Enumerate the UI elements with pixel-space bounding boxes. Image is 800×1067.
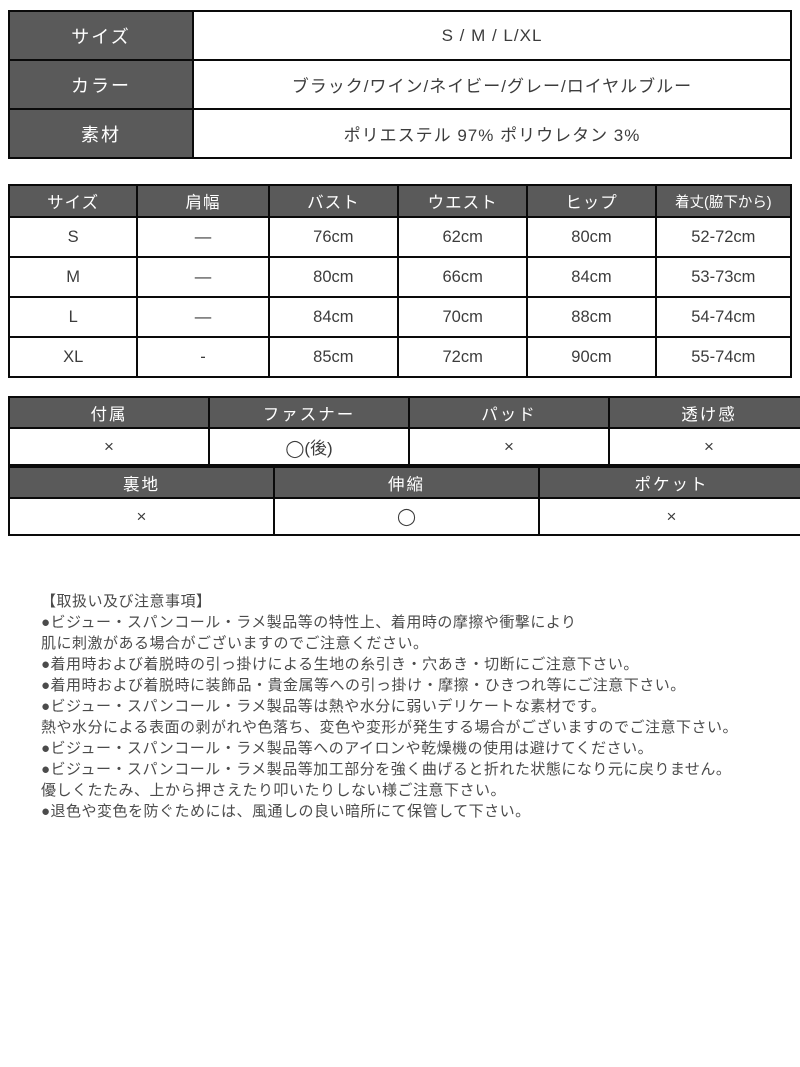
features-table-a: 付属 ファスナー パッド 透け感 × ◯(後) × × xyxy=(8,396,800,466)
col-header-pad: パッド xyxy=(408,396,610,429)
care-note-line: ●ビジュー・スパンコール・ラメ製品等は熱や水分に弱いデリケートな素材です。 xyxy=(41,698,607,715)
cell-hip: 84cm xyxy=(526,256,657,298)
features-table-b: 裏地 伸縮 ポケット × ◯ × xyxy=(8,466,800,536)
col-header-stretch: 伸縮 xyxy=(273,466,540,499)
cell-length: 54-74cm xyxy=(654,296,793,338)
spec-value-material: ポリエステル 97% ポリウレタン 3% xyxy=(192,108,792,159)
table-row: サイズ S / M / L/XL xyxy=(8,10,792,61)
cell-shoulder: — xyxy=(136,256,270,298)
cell-size: M xyxy=(7,256,139,298)
cell-pocket: × xyxy=(538,497,800,536)
table-row: XL - 85cm 72cm 90cm 55-74cm xyxy=(7,336,793,378)
cell-size: XL xyxy=(7,336,139,378)
col-header-zipper: ファスナー xyxy=(208,396,410,429)
col-header-bust: バスト xyxy=(267,184,399,218)
cell-shoulder: — xyxy=(136,296,270,338)
care-note-line: 熱や水分による表面の剥がれや色落ち、変色や変形が発生する場合がございますのでご注… xyxy=(41,719,739,736)
cell-sheerness: × xyxy=(608,427,800,466)
cell-stretch: ◯ xyxy=(273,497,540,536)
cell-length: 52-72cm xyxy=(654,216,793,258)
cell-bust: 80cm xyxy=(267,256,399,298)
table-header-row: 付属 ファスナー パッド 透け感 xyxy=(8,396,800,429)
cell-hip: 80cm xyxy=(526,216,657,258)
col-header-length: 着丈(脇下から) xyxy=(654,184,793,218)
table-header-row: 裏地 伸縮 ポケット xyxy=(8,466,800,499)
cell-shoulder: - xyxy=(136,336,270,378)
cell-accessory: × xyxy=(8,427,210,466)
spec-label-material: 素材 xyxy=(8,108,194,159)
cell-waist: 66cm xyxy=(396,256,529,298)
care-note-line: 優しくたたみ、上から押さえたり叩いたりしない様ご注意下さい。 xyxy=(41,782,507,799)
col-header-hip: ヒップ xyxy=(526,184,657,218)
table-header-row: サイズ 肩幅 バスト ウエスト ヒップ 着丈(脇下から) xyxy=(7,184,793,218)
care-note-line: ●着用時および着脱時の引っ掛けによる生地の糸引き・穴あき・切断にご注意下さい。 xyxy=(41,656,639,673)
table-row: × ◯(後) × × xyxy=(8,427,800,466)
col-header-accessory: 付属 xyxy=(8,396,210,429)
cell-hip: 90cm xyxy=(526,336,657,378)
cell-lining: × xyxy=(8,497,275,536)
cell-waist: 70cm xyxy=(396,296,529,338)
product-spec-sheet: サイズ S / M / L/XL カラー ブラック/ワイン/ネイビー/グレー/ロ… xyxy=(7,10,800,822)
cell-waist: 62cm xyxy=(396,216,529,258)
col-header-lining: 裏地 xyxy=(8,466,275,499)
cell-length: 55-74cm xyxy=(654,336,793,378)
care-note-line: ●ビジュー・スパンコール・ラメ製品等の特性上、着用時の摩擦や衝撃により xyxy=(41,614,577,631)
spec-value-size: S / M / L/XL xyxy=(192,10,792,61)
col-header-waist: ウエスト xyxy=(396,184,529,218)
cell-zipper: ◯(後) xyxy=(208,427,410,466)
col-header-shoulder: 肩幅 xyxy=(136,184,270,218)
col-header-sheerness: 透け感 xyxy=(608,396,800,429)
care-notes: 【取扱い及び注意事項】 ●ビジュー・スパンコール・ラメ製品等の特性上、着用時の摩… xyxy=(41,591,782,822)
table-row: カラー ブラック/ワイン/ネイビー/グレー/ロイヤルブルー xyxy=(8,59,792,110)
measurements-table: サイズ 肩幅 バスト ウエスト ヒップ 着丈(脇下から) S — 76cm 62… xyxy=(7,184,793,378)
care-note-line: ●ビジュー・スパンコール・ラメ製品等加工部分を強く曲げると折れた状態になり元に戻… xyxy=(41,761,732,778)
cell-size: L xyxy=(7,296,139,338)
cell-length: 53-73cm xyxy=(654,256,793,298)
care-note-line: ●着用時および着脱時に装飾品・貴金属等への引っ掛け・摩擦・ひきつれ等にご注意下さ… xyxy=(41,677,686,694)
cell-hip: 88cm xyxy=(526,296,657,338)
cell-size: S xyxy=(7,216,139,258)
table-row: M — 80cm 66cm 84cm 53-73cm xyxy=(7,256,793,298)
cell-waist: 72cm xyxy=(396,336,529,378)
col-header-size: サイズ xyxy=(7,184,139,218)
care-note-line: 肌に刺激がある場合がございますのでご注意ください。 xyxy=(41,635,429,652)
care-notes-heading: 【取扱い及び注意事項】 xyxy=(41,593,212,610)
cell-shoulder: — xyxy=(136,216,270,258)
spec-label-size: サイズ xyxy=(8,10,194,61)
cell-bust: 84cm xyxy=(267,296,399,338)
table-row: × ◯ × xyxy=(8,497,800,536)
care-note-line: ●退色や変色を防ぐためには、風通しの良い暗所にて保管して下さい。 xyxy=(41,803,531,820)
table-row: S — 76cm 62cm 80cm 52-72cm xyxy=(7,216,793,258)
care-note-line: ●ビジュー・スパンコール・ラメ製品等へのアイロンや乾燥機の使用は避けてください。 xyxy=(41,740,654,757)
col-header-pocket: ポケット xyxy=(538,466,800,499)
cell-bust: 76cm xyxy=(267,216,399,258)
table-row: L — 84cm 70cm 88cm 54-74cm xyxy=(7,296,793,338)
spec-value-color: ブラック/ワイン/ネイビー/グレー/ロイヤルブルー xyxy=(192,59,792,110)
cell-bust: 85cm xyxy=(267,336,399,378)
spec-table: サイズ S / M / L/XL カラー ブラック/ワイン/ネイビー/グレー/ロ… xyxy=(8,10,792,159)
spec-label-color: カラー xyxy=(8,59,194,110)
table-row: 素材 ポリエステル 97% ポリウレタン 3% xyxy=(8,108,792,159)
cell-pad: × xyxy=(408,427,610,466)
